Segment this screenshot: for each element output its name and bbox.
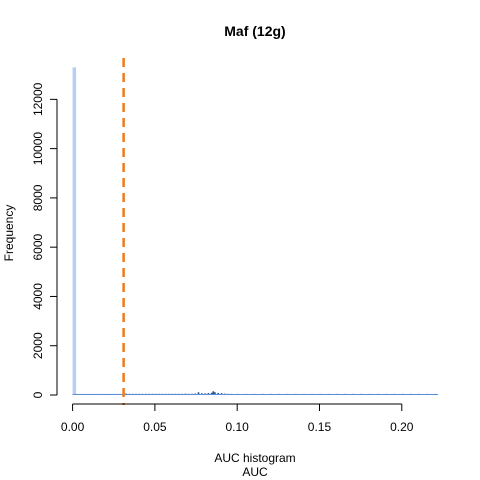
histogram-bar xyxy=(212,391,215,395)
histogram-bar xyxy=(74,392,76,395)
y-tick-label: 2000 xyxy=(31,332,45,359)
x-axis-label: AUC histogram xyxy=(214,451,295,465)
y-tick-label: 0 xyxy=(31,391,45,398)
x-axis-sublabel: AUC xyxy=(242,465,268,479)
y-tick-label: 8000 xyxy=(31,184,45,211)
y-axis: 0 2000 4000 6000 8000 10000 12000 xyxy=(31,82,58,398)
x-tick-label: 0.20 xyxy=(390,420,414,434)
chart-title: Maf (12g) xyxy=(224,23,285,39)
y-axis-label: Frequency xyxy=(2,205,16,262)
y-tick-label: 10000 xyxy=(31,132,45,166)
y-tick-label: 4000 xyxy=(31,283,45,310)
histogram-bar xyxy=(72,67,77,395)
histogram-bar xyxy=(217,392,220,395)
x-tick-label: 0.15 xyxy=(308,420,332,434)
x-tick-label: 0.10 xyxy=(226,420,250,434)
x-axis: 0.00 0.05 0.10 0.15 0.20 xyxy=(61,403,414,434)
y-tick-label: 12000 xyxy=(31,82,45,116)
x-tick-label: 0.00 xyxy=(61,420,85,434)
x-tick-label: 0.05 xyxy=(143,420,167,434)
histogram-bar xyxy=(214,392,216,395)
histogram-bar xyxy=(197,392,200,395)
y-tick-label: 6000 xyxy=(31,234,45,261)
histogram-bars xyxy=(72,67,438,395)
histogram-bar xyxy=(210,392,213,395)
